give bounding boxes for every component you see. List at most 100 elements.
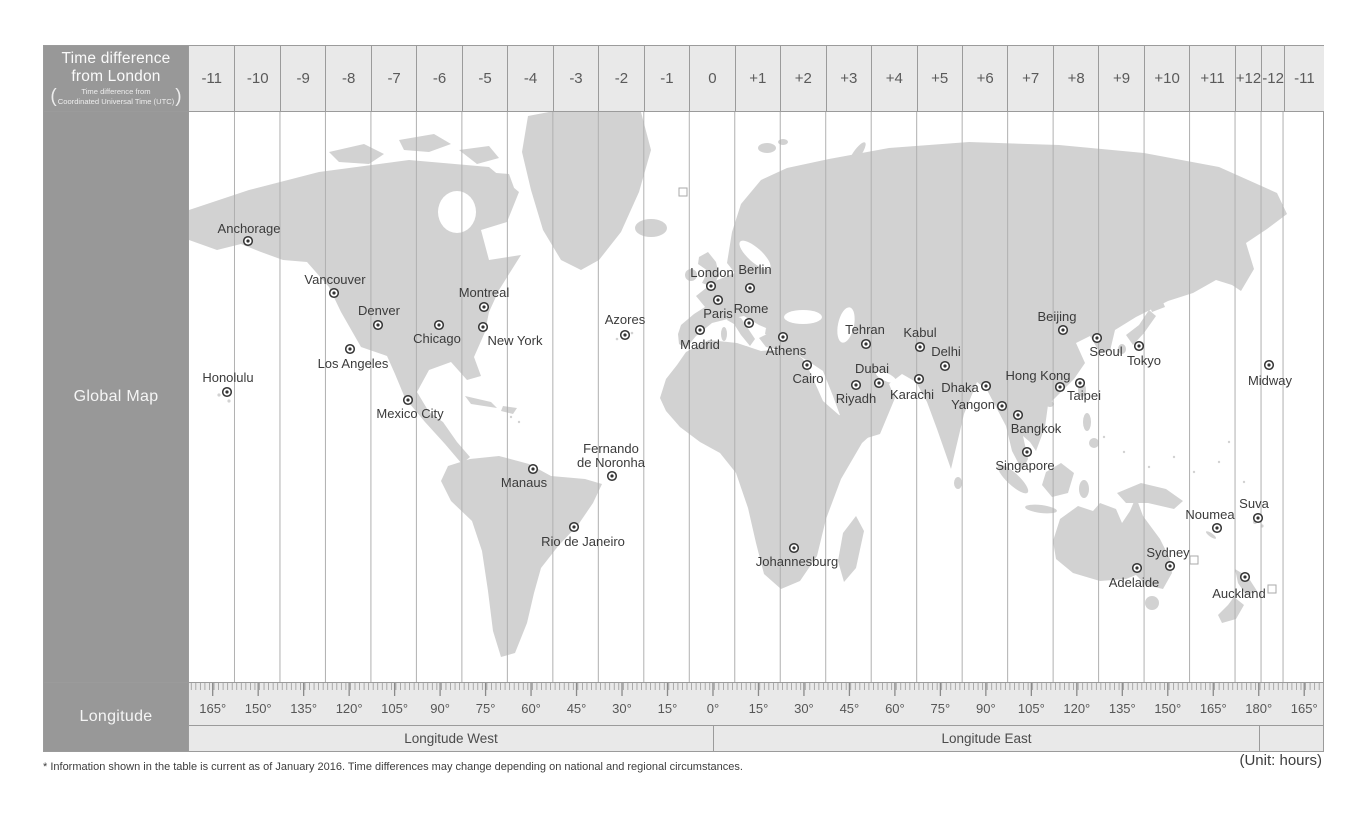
- offset-cell: -7: [370, 46, 417, 111]
- city-marker-group: Athens: [766, 331, 807, 358]
- city-marker-group: Manaus: [501, 463, 548, 490]
- city-marker-group: Auckland: [1212, 571, 1266, 601]
- continents: [189, 112, 1287, 657]
- world-map: Anchorage Honolulu Vancouver Los Angeles Den…: [189, 112, 1323, 682]
- city-marker-group: Johannesburg: [756, 542, 838, 569]
- city-marker-group: Berlin: [738, 262, 772, 294]
- longitude-tick-label: 105°: [1018, 701, 1045, 716]
- global-map-label: Global Map: [73, 388, 159, 405]
- city-marker-group: Tokyo: [1127, 340, 1161, 368]
- longitude-tick-label: 75°: [931, 701, 951, 716]
- footnote: * Information shown in the table is curr…: [43, 761, 743, 773]
- city-marker-group: Los Angeles: [318, 343, 389, 371]
- city-marker-group: Tehran: [845, 322, 885, 350]
- longitude-tick-label: 30°: [612, 701, 632, 716]
- city-label: Riyadh: [836, 391, 876, 406]
- longitude-tick-label: 165°: [1291, 701, 1318, 716]
- city-label: Kabul: [903, 325, 936, 340]
- offset-cell: +5: [916, 46, 962, 111]
- city-label: Manaus: [501, 475, 548, 490]
- city-label: Berlin: [738, 262, 771, 277]
- city-label: Rome: [734, 301, 769, 316]
- offset-cell: -9: [279, 46, 326, 111]
- longitude-tick-label: 180°: [1245, 701, 1272, 716]
- longitude-tick-label: 60°: [885, 701, 905, 716]
- timezone-boundary-lines: [233, 112, 1284, 682]
- longitude-tick-label: 0°: [707, 701, 719, 716]
- offset-cell: -11: [1283, 46, 1324, 111]
- offset-cell: +8: [1052, 46, 1099, 111]
- city-marker-group: Anchorage: [218, 221, 280, 247]
- city-label: Fernando: [583, 441, 639, 456]
- paren-open: (: [50, 86, 57, 108]
- city-label: Beijing: [1037, 309, 1076, 324]
- longitude-tick-label: 75°: [476, 701, 496, 716]
- city-marker-group: Noumea: [1185, 507, 1235, 534]
- map-row: Global Map Anchorage Honolulu Vancouver Los…: [44, 112, 1323, 682]
- city-label: Bangkok: [1011, 421, 1062, 436]
- longitude-tick-label: 135°: [1109, 701, 1136, 716]
- offset-island-marker: [678, 187, 688, 197]
- offset-cell: +12: [1234, 46, 1262, 111]
- offset-cell: +1: [734, 46, 781, 111]
- offset-cell: -12: [1261, 46, 1284, 111]
- longitude-tick-label: 45°: [567, 701, 587, 716]
- offset-cells: -11 -10 -9 -8 -7 -6 -5 -4 -3 -2 -1 0 +1 +2 +3 +4 +5 +6 +7 +…: [189, 46, 1324, 111]
- offset-cell: +9: [1098, 46, 1144, 111]
- city-marker-group: Dhaka: [941, 380, 992, 395]
- city-label: Adelaide: [1109, 575, 1160, 590]
- longitude-east-band: Longitude East: [713, 726, 1259, 751]
- offset-header-row: Time difference from London ( Time diffe…: [44, 46, 1324, 112]
- offset-cell: +4: [871, 46, 917, 111]
- city-label: Tehran: [845, 322, 885, 337]
- city-label: Athens: [766, 343, 807, 358]
- city-marker-group: Chicago: [413, 319, 461, 346]
- title-line2: from London: [71, 67, 161, 85]
- table-title-cell: Time difference from London ( Time diffe…: [44, 46, 189, 111]
- city-marker-group: Midway: [1248, 359, 1293, 388]
- offset-cell: +10: [1143, 46, 1190, 111]
- longitude-ruler: 165° 150° 135° 120° 105° 90° 75° 60° 45° 30° 15° 0°…: [189, 683, 1323, 726]
- city-marker-group: Riyadh: [836, 379, 876, 406]
- city-marker-group: Dubai: [855, 361, 889, 389]
- offset-cell: -5: [461, 46, 508, 111]
- city-label: Auckland: [1212, 586, 1265, 601]
- offset-cell: -11: [189, 46, 235, 111]
- city-marker-group: New York: [477, 321, 543, 348]
- longitude-tick-label: 150°: [1154, 701, 1181, 716]
- longitude-tick-label: 120°: [1063, 701, 1090, 716]
- offset-cell: -4: [507, 46, 553, 111]
- city-label: Paris: [703, 306, 733, 321]
- city-label: Los Angeles: [318, 356, 389, 371]
- city-marker-group: Madrid: [680, 324, 720, 352]
- longitude-tick-label: 15°: [658, 701, 678, 716]
- timezone-table: Time difference from London ( Time diffe…: [43, 45, 1324, 752]
- city-label: de Noronha: [577, 455, 646, 470]
- offset-cell: -6: [416, 46, 462, 111]
- longitude-tick-label: 15°: [749, 701, 769, 716]
- city-label: Madrid: [680, 337, 720, 352]
- city-label: Dubai: [855, 361, 889, 376]
- city-marker-group: London: [690, 265, 734, 292]
- city-label: Suva: [1239, 496, 1269, 511]
- offset-island-marker: [1267, 584, 1277, 594]
- offset-cell: +7: [1007, 46, 1053, 111]
- offset-cell: -2: [598, 46, 644, 111]
- longitude-tick-label: 30°: [794, 701, 814, 716]
- offset-cell: 0: [689, 46, 735, 111]
- city-label: Karachi: [890, 387, 934, 402]
- longitude-blank-band: [1259, 726, 1323, 751]
- city-marker-group: Honolulu: [202, 370, 254, 398]
- city-marker-group: Suva: [1239, 496, 1270, 524]
- longitude-ruler-svg: 165° 150° 135° 120° 105° 90° 75° 60° 45° 30° 15° 0°…: [190, 683, 1320, 716]
- longitude-tick-label: 90°: [976, 701, 996, 716]
- city-marker-group: Beijing: [1037, 309, 1077, 336]
- city-label: Dhaka: [941, 380, 979, 395]
- city-label: London: [690, 265, 733, 280]
- longitude-tick-label: 165°: [1200, 701, 1227, 716]
- city-marker-group: Hong Kong: [1005, 368, 1071, 393]
- city-label: Honolulu: [202, 370, 253, 385]
- city-marker-group: Vancouver: [304, 272, 366, 299]
- city-label: Denver: [358, 303, 401, 318]
